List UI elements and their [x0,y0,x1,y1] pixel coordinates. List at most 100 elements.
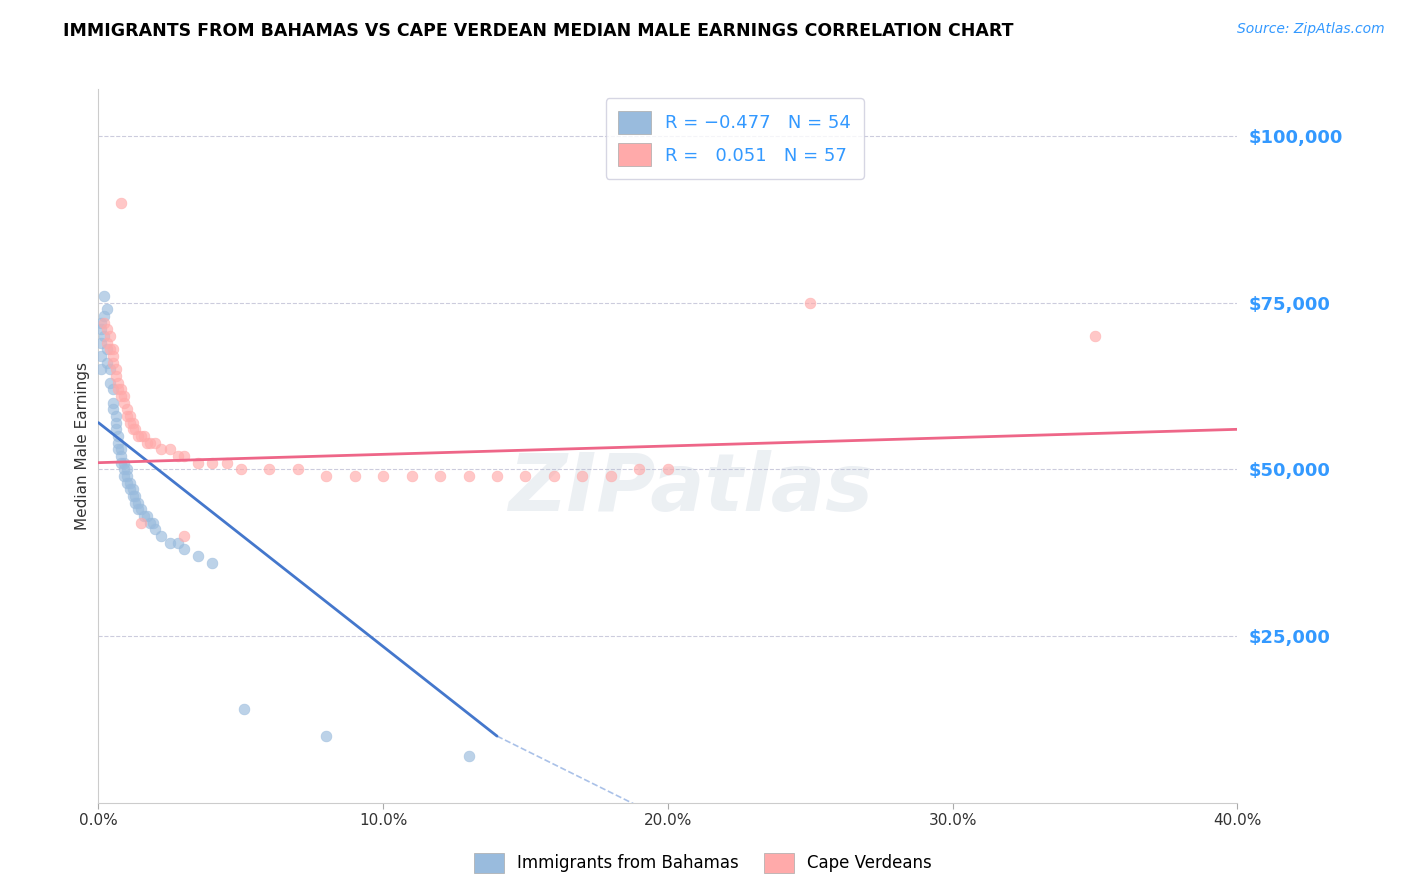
Point [110,195,132,210]
Point [201,556,224,570]
Point [150,529,173,543]
Point [600,469,623,483]
Point [101,382,124,396]
Point [138,435,160,450]
Point [118,483,141,497]
Point [90,316,112,330]
Point [101,356,124,370]
Point [96,335,118,350]
Point [124,496,146,510]
Point [112,389,135,403]
Point [118,475,141,490]
Point [187,456,209,470]
Point [104,416,127,430]
Point [93,316,115,330]
Point [543,469,565,483]
Point [657,462,679,476]
Point [115,475,138,490]
Point [135,509,157,524]
Point [138,516,160,530]
Text: Source: ZipAtlas.com: Source: ZipAtlas.com [1237,22,1385,37]
Point [129,502,152,516]
Point [1084,329,1107,343]
Point [110,442,132,457]
Point [121,483,143,497]
Point [232,702,254,716]
Point [118,409,141,423]
Point [107,429,129,443]
Point [129,429,152,443]
Text: ZIPatlas: ZIPatlas [508,450,873,528]
Point [96,302,118,317]
Point [127,496,149,510]
Point [150,442,173,457]
Point [173,542,195,557]
Point [187,549,209,563]
Point [107,442,129,457]
Point [101,395,124,409]
Point [457,749,479,764]
Point [124,489,146,503]
Point [145,435,167,450]
Point [112,462,135,476]
Point [98,362,121,376]
Y-axis label: Median Male Earnings: Median Male Earnings [75,362,90,530]
Point [173,529,195,543]
Point [173,449,195,463]
Point [115,462,138,476]
Point [115,402,138,417]
Point [115,409,138,423]
Point [127,429,149,443]
Point [107,382,129,396]
Point [107,376,129,390]
Point [90,322,112,336]
Point [101,402,124,417]
Point [98,376,121,390]
Point [112,395,135,409]
Point [110,456,132,470]
Point [110,382,132,396]
Point [132,509,155,524]
Point [98,329,121,343]
Point [93,329,115,343]
Point [135,435,157,450]
Point [229,462,252,476]
Point [315,729,337,743]
Point [110,389,132,403]
Point [127,502,149,516]
Point [93,309,115,323]
Point [159,535,181,549]
Point [201,456,224,470]
Point [571,469,593,483]
Point [315,469,337,483]
Point [96,322,118,336]
Point [115,469,138,483]
Point [121,489,143,503]
Point [104,362,127,376]
Point [373,469,395,483]
Point [628,462,651,476]
Point [104,368,127,383]
Legend: Immigrants from Bahamas, Cape Verdeans: Immigrants from Bahamas, Cape Verdeans [467,847,939,880]
Point [90,349,112,363]
Point [145,522,167,536]
Point [112,469,135,483]
Point [167,535,190,549]
Point [132,429,155,443]
Point [167,449,190,463]
Point [121,416,143,430]
Point [457,469,479,483]
Point [118,416,141,430]
Point [515,469,537,483]
Point [98,343,121,357]
Point [159,442,181,457]
Point [121,422,143,436]
Point [101,349,124,363]
Point [90,362,112,376]
Point [799,295,821,310]
Point [287,462,309,476]
Legend: R = −0.477   N = 54, R =   0.051   N = 57: R = −0.477 N = 54, R = 0.051 N = 57 [606,98,863,179]
Point [107,435,129,450]
Point [141,516,163,530]
Point [96,343,118,357]
